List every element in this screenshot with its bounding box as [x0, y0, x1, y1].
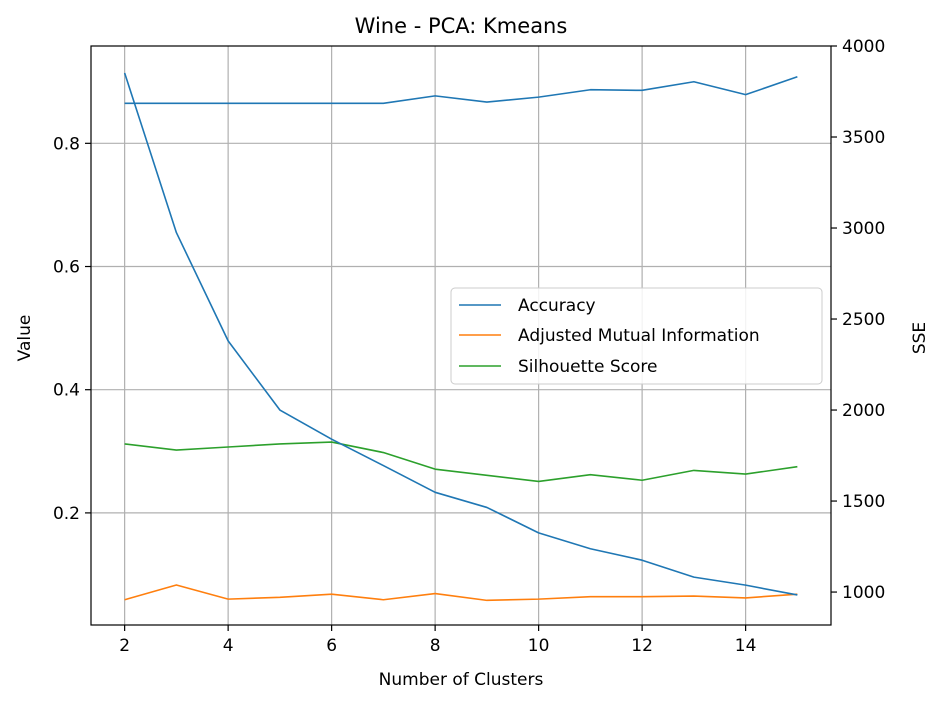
y-tick-label: 0.6: [53, 258, 80, 278]
y-axis-left: 0.2 0.4 0.6 0.8: [53, 134, 91, 524]
y-right-tick-label: 2000: [842, 401, 885, 421]
legend-label-accuracy: Accuracy: [518, 296, 596, 316]
x-tick-label: 4: [223, 636, 234, 656]
x-tick-label: 10: [528, 636, 550, 656]
y-right-tick-label: 1000: [842, 583, 885, 603]
legend-label-ami: Adjusted Mutual Information: [518, 326, 760, 346]
series-line-accuracy: [124, 76, 798, 105]
y-axis-right: 1000 1500 2000 2500 3000 3500 4000: [831, 37, 885, 603]
y-right-tick-label: 1500: [842, 492, 885, 512]
y-axis-right-label: SSE: [910, 322, 930, 354]
y-tick-label: 0.4: [53, 381, 80, 401]
x-tick-label: 2: [119, 636, 130, 656]
x-axis: 2 4 6 8 10 12 14: [119, 625, 756, 656]
series-line-sse: [123, 72, 798, 596]
x-tick-label: 12: [631, 636, 653, 656]
y-right-tick-label: 2500: [842, 310, 885, 330]
legend-box: [450, 287, 823, 385]
series-line-silhouette-score: [124, 441, 798, 483]
legend-label-silhouette: Silhouette Score: [518, 357, 657, 377]
legend: Accuracy Adjusted Mutual Information Sil…: [450, 287, 823, 385]
y-right-tick-label: 3500: [842, 128, 885, 148]
x-tick-label: 8: [430, 636, 441, 656]
chart-title: Wine - PCA: Kmeans: [355, 14, 568, 38]
y-axis-label: Value: [15, 315, 35, 362]
y-right-tick-label: 4000: [842, 37, 885, 57]
series-layer: [123, 72, 798, 602]
x-tick-label: 14: [735, 636, 757, 656]
y-tick-label: 0.2: [53, 504, 80, 524]
x-axis-label: Number of Clusters: [379, 670, 544, 690]
y-right-tick-label: 3000: [842, 219, 885, 239]
series-line-adjusted-mutual-information: [124, 584, 798, 602]
y-tick-label: 0.8: [53, 134, 80, 154]
plot-frame: [90, 45, 832, 626]
x-tick-label: 6: [326, 636, 337, 656]
